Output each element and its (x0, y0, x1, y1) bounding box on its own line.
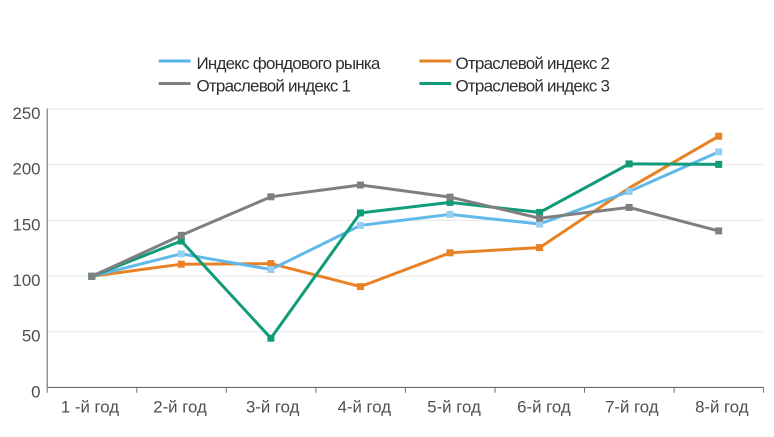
svg-text:Отраслевой индекс 1: Отраслевой индекс 1 (197, 76, 351, 95)
svg-text:5-й год: 5-й год (427, 398, 481, 417)
svg-text:6-й год: 6-й год (517, 398, 571, 417)
svg-text:3-й год: 3-й год (246, 398, 300, 417)
svg-text:200: 200 (13, 160, 41, 179)
svg-text:250: 250 (13, 104, 41, 123)
svg-text:50: 50 (22, 327, 41, 346)
svg-text:0: 0 (31, 382, 40, 401)
svg-text:Индекс фондового рынка: Индекс фондового рынка (197, 54, 381, 73)
svg-text:150: 150 (13, 215, 41, 234)
svg-text:7-й год: 7-й год (605, 398, 659, 417)
svg-text:1 -й год: 1 -й год (61, 398, 119, 417)
svg-text:4-й год: 4-й год (338, 398, 392, 417)
svg-text:Отраслевой индекс 3: Отраслевой индекс 3 (456, 76, 610, 95)
svg-text:2-й год: 2-й год (153, 398, 207, 417)
svg-text:8-й год: 8-й год (695, 398, 749, 417)
svg-text:100: 100 (13, 271, 41, 290)
svg-text:Отраслевой индекс 2: Отраслевой индекс 2 (456, 54, 610, 73)
